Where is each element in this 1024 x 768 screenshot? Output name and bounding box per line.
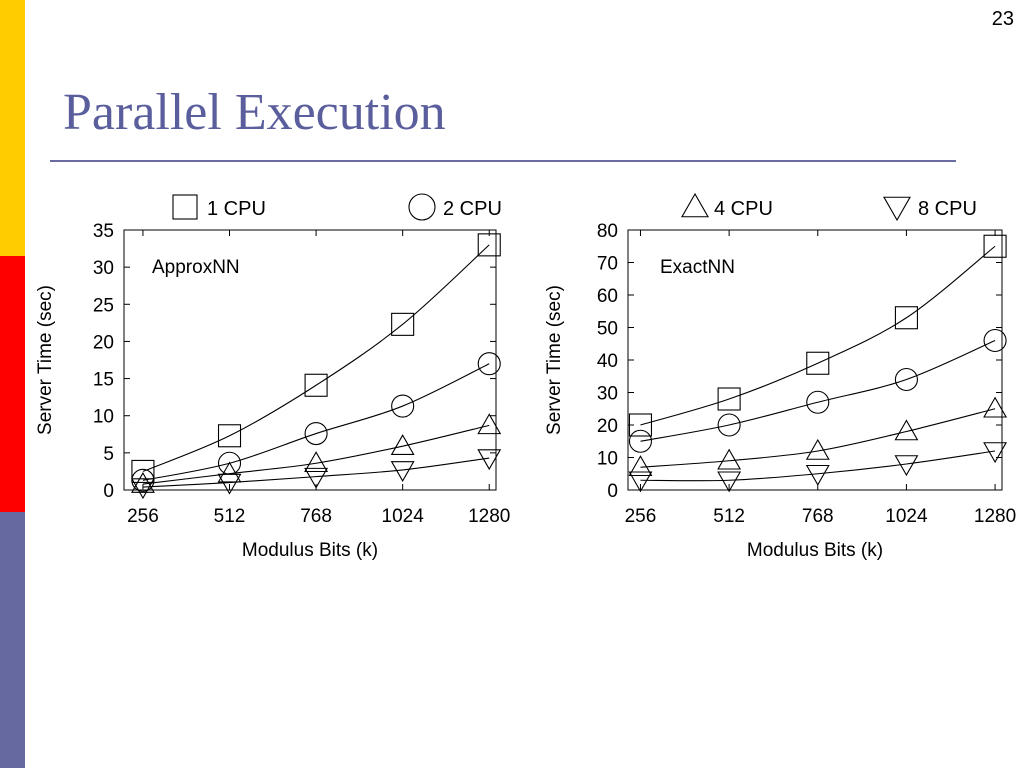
data-point-4-cpu — [894, 419, 919, 441]
data-point-1-cpu — [391, 312, 415, 336]
data-point-2-cpu — [477, 352, 501, 376]
data-point-1-cpu — [217, 424, 242, 448]
data-point-1-cpu — [304, 373, 328, 397]
y-tick-label: 30 — [93, 258, 114, 279]
series-line-4-cpu — [640, 408, 996, 468]
series-line-4-cpu — [142, 424, 490, 485]
data-point-1-cpu — [131, 459, 155, 483]
data-point-8-cpu — [130, 478, 155, 500]
x-tick-label: 1024 — [382, 506, 425, 527]
y-tick-label: 70 — [597, 254, 618, 275]
y-tick-label: 10 — [597, 449, 618, 470]
y-tick-label: 20 — [597, 416, 618, 437]
legend-marker-4-cpu — [681, 192, 709, 218]
data-point-8-cpu — [894, 455, 919, 477]
data-point-1-cpu — [806, 351, 830, 375]
slide-number: 23 — [991, 8, 1014, 30]
series-line-2-cpu — [640, 339, 996, 442]
x-tick-label: 768 — [300, 506, 332, 527]
x-tick-label: 512 — [214, 506, 246, 527]
x-axis-label: Modulus Bits (k) — [242, 540, 378, 561]
side-bar-blue — [0, 512, 25, 768]
title-rule — [50, 160, 956, 162]
side-bar-yellow — [0, 0, 25, 256]
chart-title: ExactNN — [660, 257, 735, 278]
x-tick-label: 1280 — [468, 506, 510, 527]
plot-frame — [123, 229, 497, 491]
y-tick-label: 30 — [597, 384, 618, 405]
y-tick-label: 20 — [93, 332, 114, 353]
data-point-1-cpu — [717, 387, 741, 411]
chart-exactnn: 0 10 20 30 40 50 60 70 80 256 512 768 1024 1280 Modulu… — [544, 221, 1016, 561]
legend-label-8-cpu: 8 CPU — [918, 198, 977, 220]
x-tick-label: 256 — [127, 506, 159, 527]
y-tick-label: 80 — [597, 221, 618, 242]
data-point-1-cpu — [894, 306, 918, 330]
y-tick-label: 5 — [103, 444, 114, 465]
data-point-8-cpu — [805, 464, 830, 486]
data-point-8-cpu — [390, 461, 415, 483]
x-tick-label: 1280 — [974, 506, 1016, 527]
data-point-2-cpu — [894, 367, 918, 392]
data-point-4-cpu — [717, 448, 742, 470]
legend-label-1-cpu: 1 CPU — [207, 198, 266, 220]
side-bar-red — [0, 256, 25, 512]
chart-title: ApproxNN — [152, 257, 240, 278]
data-point-4-cpu — [983, 396, 1008, 418]
y-tick-label: 15 — [93, 370, 114, 391]
legend-label-4-cpu: 4 CPU — [714, 198, 773, 220]
data-point-8-cpu — [217, 473, 242, 495]
y-tick-label: 10 — [93, 407, 114, 428]
data-point-4-cpu — [130, 471, 155, 493]
y-axis-label: Server Time (sec) — [35, 285, 56, 435]
data-point-4-cpu — [390, 434, 415, 455]
legend-marker-1-cpu — [172, 194, 198, 220]
series-line-1-cpu — [142, 244, 490, 472]
x-axis-label: Modulus Bits (k) — [747, 540, 883, 561]
y-tick-label: 25 — [93, 295, 114, 316]
chart-approxnn: 0 5 10 15 20 25 30 35 256 512 768 1024 1280 Modulus B… — [35, 221, 510, 561]
y-tick-label: 60 — [597, 286, 618, 307]
data-point-4-cpu — [304, 451, 329, 473]
y-axis-label: Server Time (sec) — [544, 285, 565, 435]
data-point-4-cpu — [628, 455, 653, 477]
y-tick-label: 35 — [93, 221, 114, 242]
data-point-2-cpu — [628, 429, 653, 453]
data-point-1-cpu — [628, 413, 653, 437]
legend-marker-2-cpu — [408, 193, 436, 221]
y-tick-label: 0 — [103, 481, 114, 502]
data-point-2-cpu — [304, 421, 328, 446]
y-tick-label: 40 — [597, 351, 618, 372]
x-tick-label: 1024 — [885, 506, 928, 527]
data-point-1-cpu — [983, 234, 1007, 258]
data-point-2-cpu — [983, 328, 1007, 353]
series-line-1-cpu — [640, 245, 996, 426]
series-line-8-cpu — [640, 450, 996, 482]
data-point-1-cpu — [477, 233, 501, 257]
chart-legend: 1 CPU 2 CPU 4 CPU 8 CPU — [172, 192, 977, 222]
data-point-8-cpu — [628, 471, 653, 493]
legend-label-2-cpu: 2 CPU — [443, 198, 502, 220]
x-tick-label: 768 — [802, 506, 834, 527]
data-point-4-cpu — [477, 413, 502, 435]
data-point-8-cpu — [477, 449, 502, 471]
series-line-8-cpu — [142, 457, 490, 488]
series-line-2-cpu — [142, 363, 490, 481]
data-point-4-cpu — [805, 438, 830, 460]
data-point-4-cpu — [217, 461, 242, 483]
x-tick-label: 512 — [713, 506, 745, 527]
data-point-8-cpu — [717, 471, 742, 493]
data-point-2-cpu — [391, 394, 415, 418]
y-tick-label: 0 — [607, 481, 618, 502]
data-point-2-cpu — [131, 468, 155, 492]
legend-marker-8-cpu — [883, 196, 911, 222]
data-point-8-cpu — [983, 442, 1008, 464]
data-point-8-cpu — [304, 467, 329, 489]
slide-title: Parallel Execution — [63, 84, 446, 141]
data-point-2-cpu — [717, 413, 741, 437]
data-point-2-cpu — [806, 390, 830, 414]
x-tick-label: 256 — [625, 506, 657, 527]
y-tick-label: 50 — [597, 319, 618, 340]
